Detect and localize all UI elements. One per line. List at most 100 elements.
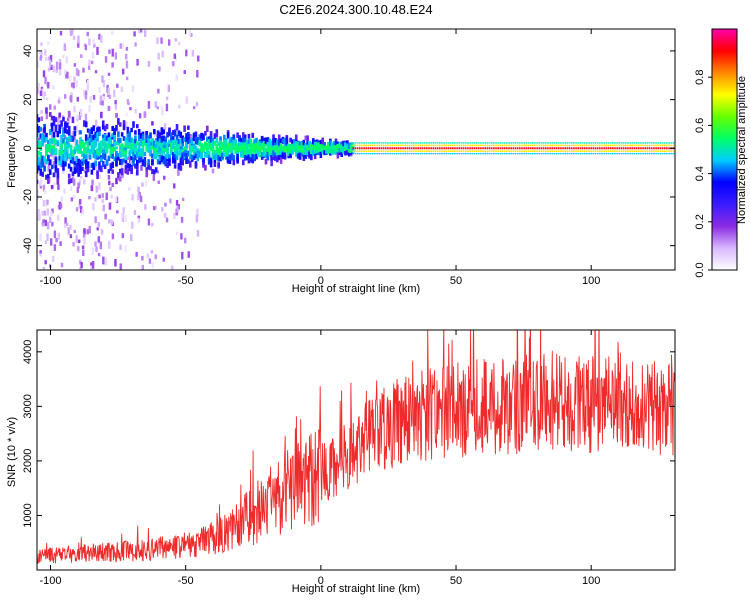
spectrogram-cell <box>376 142 378 144</box>
spectrogram-cell <box>90 60 94 65</box>
spectrogram-cell <box>588 144 590 147</box>
spectrogram-cell <box>583 150 586 153</box>
spectrogram-cell <box>371 150 374 153</box>
spectrogram-cell <box>249 149 253 156</box>
spectrogram-cell <box>52 256 55 263</box>
spectrogram-cell <box>646 152 649 155</box>
spectrogram-cell <box>413 142 415 144</box>
spectrogram-cell <box>48 59 52 68</box>
spectrogram-cell <box>47 67 51 72</box>
spectrogram-cell <box>67 153 71 159</box>
spectrogram-cell <box>54 117 58 123</box>
spectrogram-cell <box>201 145 205 149</box>
spectrogram-cell <box>594 142 597 144</box>
spectrogram-cell <box>387 142 389 144</box>
spectrogram-cell <box>143 29 147 37</box>
spectrogram-cell <box>55 238 58 243</box>
spectrogram-cell <box>135 124 139 129</box>
spectrogram-cell <box>551 152 554 155</box>
spectrogram-cell <box>59 241 62 246</box>
spectrogram-cell <box>467 152 469 155</box>
spectrogram-cell <box>458 144 461 147</box>
spectrogram-cell <box>98 34 101 40</box>
spectrogram-cell <box>151 142 154 150</box>
spectrogram-cell <box>45 112 49 120</box>
spectrogram-cell <box>185 96 189 104</box>
spectrogram-cell <box>162 155 166 162</box>
spectrogram-cell <box>672 152 675 155</box>
spectrogram-cell <box>508 150 510 153</box>
spectrogram-cell <box>135 165 139 170</box>
spectrogram-cell <box>62 164 65 171</box>
spectrogram-cell <box>98 129 101 137</box>
spectrogram-cell <box>215 130 219 138</box>
spectrogram-cell <box>367 150 370 153</box>
spectrogram-cell <box>130 137 133 144</box>
spectrogram-cell <box>428 142 430 144</box>
spectrogram-cell <box>37 179 39 184</box>
spectrogram-cell <box>430 142 432 144</box>
spectrogram-cell <box>397 144 400 147</box>
spectrogram-cell <box>73 160 77 166</box>
spectrogram-cell <box>69 146 73 152</box>
spectrogram-cell <box>308 145 311 151</box>
spectrogram-cell <box>406 144 409 147</box>
spectrogram-cell <box>428 152 430 155</box>
spectrogram-cell <box>62 158 65 166</box>
spectrogram-cell <box>659 142 662 144</box>
spectrogram-x-tick-label: 50 <box>450 275 462 287</box>
spectrogram-cell <box>344 142 347 148</box>
spectrogram-cell <box>132 159 135 167</box>
spectrogram-cell <box>89 96 92 103</box>
spectrogram-cell <box>77 171 80 177</box>
spectrogram-cell <box>564 142 567 144</box>
spectrogram-cell <box>39 157 43 165</box>
spectrogram-cell <box>96 152 99 158</box>
spectrogram-cell <box>439 144 441 147</box>
spectrogram-cell <box>538 144 541 147</box>
spectrogram-cell <box>426 152 428 155</box>
spectrogram-cell <box>387 147 389 150</box>
spectrogram-cell <box>490 152 493 155</box>
spectrogram-cell <box>304 135 308 141</box>
spectrogram-cell <box>486 144 489 147</box>
spectrogram-cell <box>79 108 83 116</box>
spectrogram-cell <box>115 124 118 131</box>
spectrogram-cell <box>136 59 139 66</box>
spectrogram-cell <box>177 150 181 156</box>
spectrogram-cell <box>516 144 519 147</box>
spectrogram-cell <box>115 150 118 158</box>
spectrogram-cell <box>52 160 56 169</box>
spectrogram-cell <box>58 124 62 131</box>
spectrogram-cell <box>207 143 211 150</box>
spectrogram-cell <box>521 152 523 155</box>
spectrogram-cell <box>196 69 199 78</box>
spectrogram-cell <box>75 235 78 243</box>
spectrogram-cell <box>607 152 610 155</box>
spectrogram-cell <box>311 147 315 153</box>
spectrogram-cell <box>234 145 237 153</box>
spectrogram-cell <box>605 152 608 155</box>
spectrogram-cell <box>111 233 115 240</box>
spectrogram-cell <box>230 136 234 143</box>
spectrogram-cell <box>98 182 101 191</box>
colorbar-tick-label: 0.0 <box>694 262 706 277</box>
spectrogram-cell <box>56 131 60 138</box>
spectrogram-cell <box>215 137 219 143</box>
spectrogram-cell <box>594 147 597 150</box>
colorbar-ticks: 0.00.20.40.60.8 <box>694 70 712 278</box>
spectrogram-cell <box>134 154 137 161</box>
spectrogram-cell <box>96 227 99 231</box>
spectrogram-cell <box>311 138 315 145</box>
spectrogram-cell <box>512 150 515 153</box>
spectrogram-cell <box>94 160 97 167</box>
spectrogram-cell <box>57 99 61 104</box>
spectrogram-cell <box>206 150 209 157</box>
spectrogram-cell <box>426 147 428 150</box>
spectrogram-cell <box>460 150 463 153</box>
spectrogram-cell <box>538 147 541 150</box>
spectrogram-cell <box>46 221 50 230</box>
spectrogram-cell <box>544 152 547 155</box>
spectrogram-cell <box>614 147 616 150</box>
